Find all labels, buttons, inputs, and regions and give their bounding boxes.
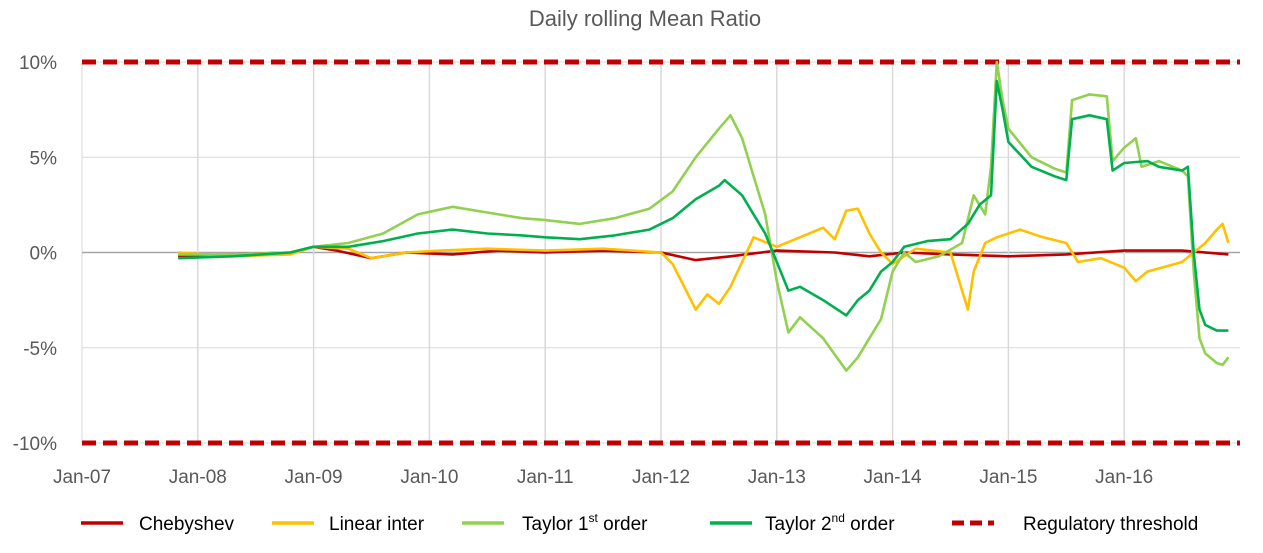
y-tick-label-1: 5% [30, 148, 58, 169]
x-tick-label-9: Jan-16 [1095, 467, 1153, 488]
legend-label-linear-inter: Linear inter [329, 514, 425, 535]
regulatory-threshold-lines [82, 59, 1240, 446]
y-tick-label-4: -10% [13, 434, 57, 455]
legend-label-taylor-2nd-order: Taylor 2nd order [765, 511, 895, 535]
x-tick-label-5: Jan-12 [632, 467, 690, 488]
x-tick-label-6: Jan-13 [748, 467, 806, 488]
legend: Chebyshev Linear inter Taylor 1st order Tay… [81, 511, 1198, 535]
series-linear-inter [178, 207, 1230, 311]
x-tick-label-4: Jan-11 [517, 467, 574, 488]
x-axis-ticks: Jan-07 Jan-08 Jan-09 Jan-10 Jan-11 Jan-12 Jan-… [53, 467, 1153, 488]
y-tick-label-3: -5% [23, 339, 57, 360]
legend-label-taylor-1st-order: Taylor 1st order [522, 511, 648, 535]
y-tick-label-0: 10% [19, 53, 57, 74]
x-tick-label-0: Jan-07 [53, 467, 111, 488]
x-tick-label-7: Jan-14 [864, 467, 923, 488]
y-tick-label-2: 0% [30, 244, 58, 265]
series-taylor-1st-order [178, 60, 1230, 372]
x-tick-label-3: Jan-10 [400, 467, 458, 488]
x-tick-label-8: Jan-15 [979, 467, 1037, 488]
y-axis-ticks: 10% 5% 0% -5% -10% [13, 53, 57, 455]
x-tick-label-2: Jan-09 [285, 467, 343, 488]
data-series [178, 60, 1230, 372]
legend-label-regulatory-threshold: Regulatory threshold [1023, 514, 1198, 535]
x-tick-label-1: Jan-08 [169, 467, 227, 488]
series-taylor-2nd-order [178, 79, 1229, 332]
chart-title: Daily rolling Mean Ratio [529, 6, 761, 31]
series-chebyshev [178, 245, 1229, 262]
legend-label-chebyshev: Chebyshev [139, 514, 235, 535]
